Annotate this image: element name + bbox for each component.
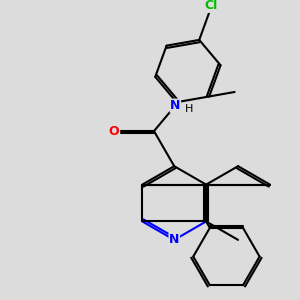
Text: N: N	[170, 99, 181, 112]
Text: Cl: Cl	[204, 0, 217, 12]
Text: H: H	[185, 103, 194, 114]
Text: O: O	[108, 124, 119, 138]
Text: N: N	[169, 233, 179, 246]
